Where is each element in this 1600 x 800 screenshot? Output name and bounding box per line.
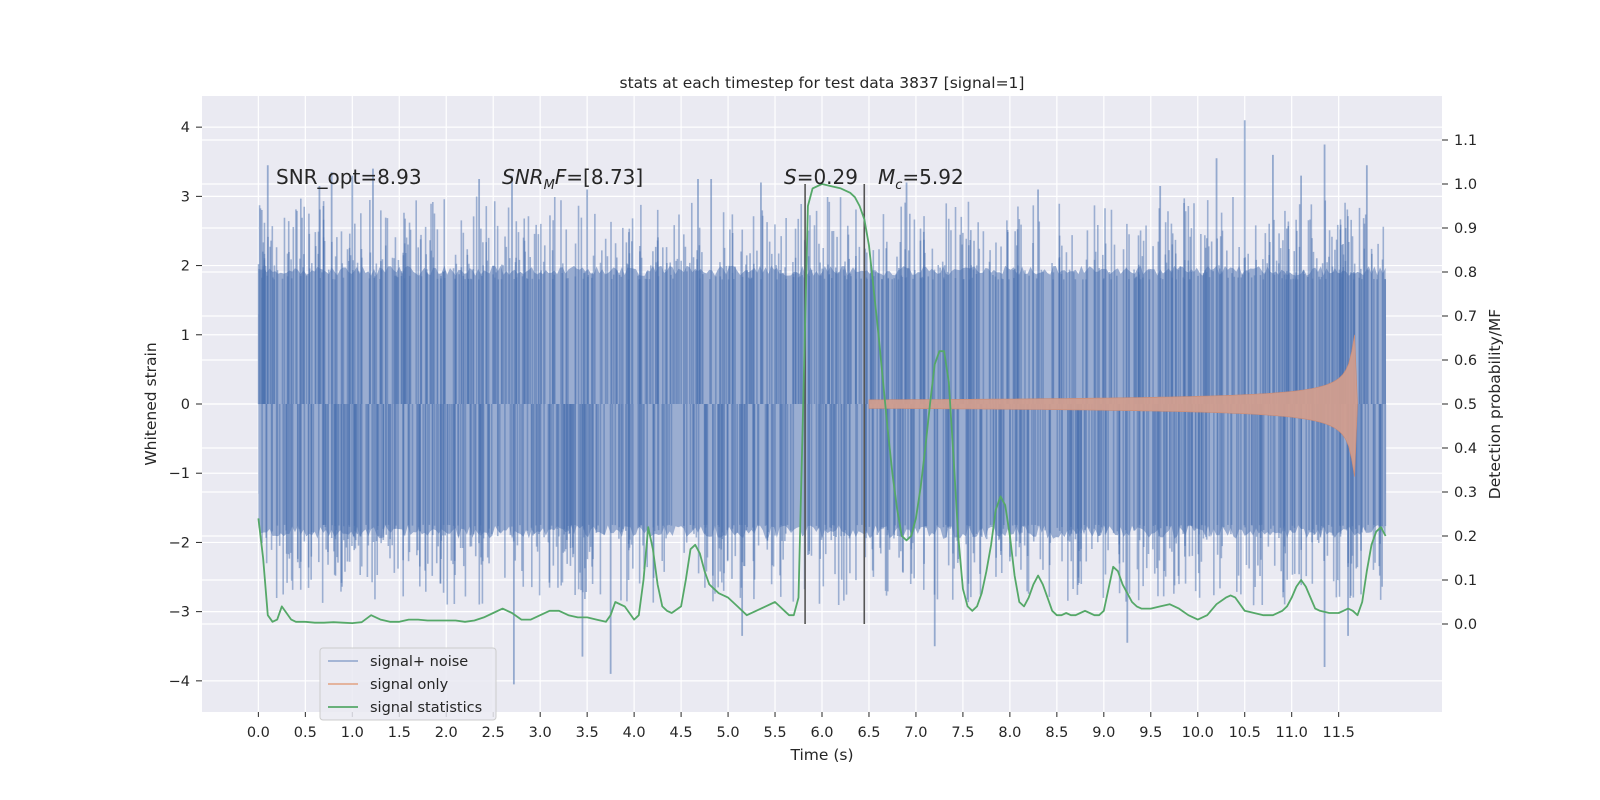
annotation-snr-opt: SNR_opt=8.93 bbox=[276, 165, 422, 189]
y-tick-label: 4 bbox=[181, 120, 190, 136]
y-right-tick-label: 0.3 bbox=[1454, 485, 1477, 501]
x-tick-label: 6.5 bbox=[857, 725, 880, 741]
annotation-mc-value: =5.92 bbox=[902, 165, 963, 189]
x-tick-label: 5.5 bbox=[763, 725, 786, 741]
x-tick-label: 7.5 bbox=[951, 725, 974, 741]
y-tick-label: 1 bbox=[181, 328, 190, 344]
x-tick-label: 9.0 bbox=[1092, 725, 1115, 741]
y-right-tick-label: 0.8 bbox=[1454, 265, 1477, 281]
x-tick-label: 1.5 bbox=[388, 725, 411, 741]
x-tick-label: 11.0 bbox=[1276, 725, 1308, 741]
y-right-tick-label: 1.1 bbox=[1454, 133, 1477, 149]
y-right-tick-label: 0.2 bbox=[1454, 529, 1477, 545]
legend: signal+ noise signal only signal statist… bbox=[319, 647, 497, 721]
y-right-tick-label: 0.6 bbox=[1454, 353, 1477, 369]
annotation-s: S=0.29 bbox=[784, 165, 858, 189]
annotation-snr-mf: SNRMF=[8.73] bbox=[502, 165, 643, 193]
y-axis-label: Whitened strain bbox=[142, 342, 160, 465]
legend-box bbox=[319, 647, 497, 721]
y-tick-label: −2 bbox=[169, 535, 190, 551]
x-tick-label: 2.0 bbox=[435, 725, 458, 741]
y-axis-ticks: −4 −3 −2 −1 0 1 2 3 4 bbox=[169, 120, 202, 690]
y-tick-label: −4 bbox=[169, 674, 190, 690]
x-tick-label: 8.5 bbox=[1045, 725, 1068, 741]
y-tick-label: 0 bbox=[181, 397, 190, 413]
legend-label-signal-statistics: signal statistics bbox=[370, 700, 482, 716]
x-tick-label: 9.5 bbox=[1139, 725, 1162, 741]
y-right-tick-label: 0.4 bbox=[1454, 441, 1477, 457]
x-tick-label: 3.0 bbox=[529, 725, 552, 741]
x-tick-label: 3.5 bbox=[576, 725, 599, 741]
y-tick-label: 3 bbox=[181, 189, 190, 205]
x-axis-ticks: 0.0 0.5 1.0 1.5 2.0 2.5 3.0 3.5 4.0 4.5 5.0 5.5 6.0 6… bbox=[247, 712, 1355, 741]
y-tick-label: −3 bbox=[169, 605, 190, 621]
chart-title: stats at each timestep for test data 383… bbox=[620, 74, 1025, 92]
y-right-tick-label: 0.9 bbox=[1454, 221, 1477, 237]
signal-only-series bbox=[868, 334, 1358, 477]
signal-noise-spikes bbox=[257, 120, 1387, 685]
x-tick-label: 10.0 bbox=[1182, 725, 1214, 741]
y-right-tick-label: 0.5 bbox=[1454, 397, 1477, 413]
x-tick-label: 10.5 bbox=[1229, 725, 1261, 741]
y-right-tick-label: 1.0 bbox=[1454, 177, 1477, 193]
legend-label-signal-noise: signal+ noise bbox=[370, 654, 468, 670]
x-tick-label: 0.0 bbox=[247, 725, 270, 741]
y-tick-label: −1 bbox=[169, 466, 190, 482]
x-tick-label: 8.0 bbox=[998, 725, 1021, 741]
signal-statistics-series bbox=[257, 183, 1387, 624]
x-tick-label: 5.0 bbox=[717, 725, 740, 741]
x-tick-label: 4.5 bbox=[670, 725, 693, 741]
x-tick-label: 6.0 bbox=[810, 725, 833, 741]
x-tick-label: 1.0 bbox=[341, 725, 364, 741]
annotation-snr-mf-value: =[8.73] bbox=[566, 165, 643, 189]
y-right-axis-ticks: 0.0 0.1 0.2 0.3 0.4 0.5 0.6 0.7 0.8 0.9 1.0 1.1 bbox=[1442, 133, 1477, 633]
x-tick-label: 2.5 bbox=[482, 725, 505, 741]
annotation-mc: Mc=5.92 bbox=[878, 165, 964, 193]
legend-label-signal-only: signal only bbox=[370, 677, 449, 693]
y-tick-label: 2 bbox=[181, 259, 190, 275]
annotation-s-value: =0.29 bbox=[797, 165, 858, 189]
x-axis-label: Time (s) bbox=[789, 746, 853, 764]
y-right-tick-label: 0.0 bbox=[1454, 617, 1477, 633]
y-right-tick-label: 0.7 bbox=[1454, 309, 1477, 325]
x-tick-label: 7.0 bbox=[904, 725, 927, 741]
x-tick-label: 11.5 bbox=[1323, 725, 1355, 741]
y-right-tick-label: 0.1 bbox=[1454, 573, 1477, 589]
x-tick-label: 0.5 bbox=[294, 725, 317, 741]
y-right-axis-label: Detection probability/MF bbox=[1486, 309, 1504, 500]
x-tick-label: 4.0 bbox=[623, 725, 646, 741]
